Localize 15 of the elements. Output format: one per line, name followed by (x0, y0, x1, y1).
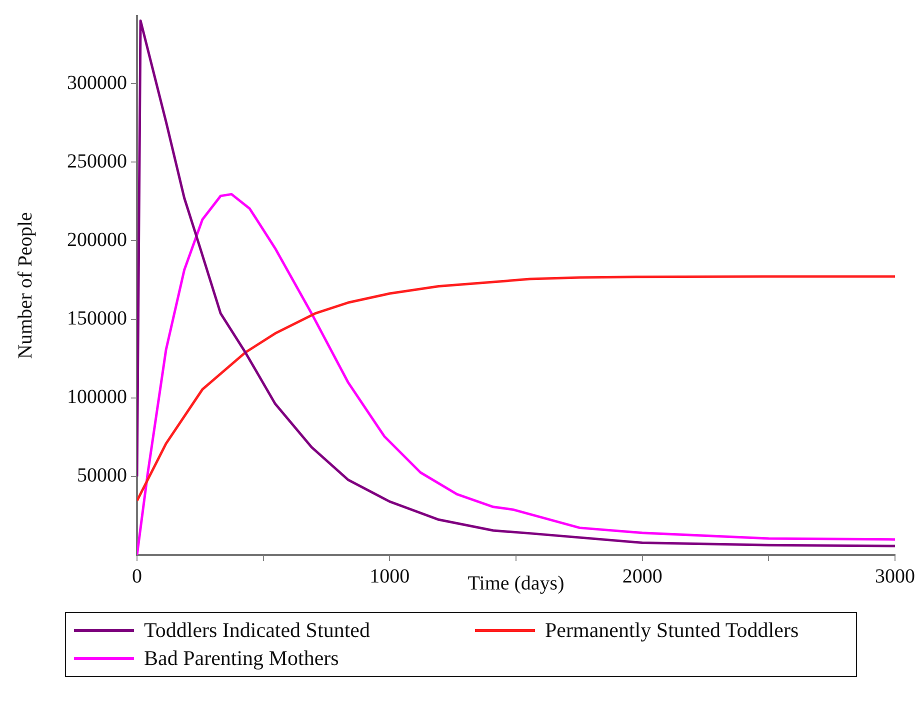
x-axis-title: Time (days) (468, 572, 564, 594)
y-tick-label: 150000 (67, 308, 127, 330)
legend-label: Toddlers Indicated Stunted (144, 618, 370, 642)
y-axis-title: Number of People (14, 212, 36, 359)
legend-label: Bad Parenting Mothers (144, 646, 339, 670)
x-tick-label: 3000 (875, 565, 915, 588)
y-tick-label: 300000 (67, 72, 127, 94)
x-tick-label: 1000 (370, 565, 410, 588)
x-tick-label: 0 (132, 565, 142, 588)
y-tick-label: 250000 (67, 150, 127, 172)
y-tick-label: 200000 (67, 228, 127, 251)
x-tick-label: 2000 (622, 565, 662, 588)
y-tick-label: 50000 (77, 464, 127, 487)
y-tick-label: 100000 (67, 386, 127, 408)
legend-label: Permanently Stunted Toddlers (545, 618, 799, 642)
